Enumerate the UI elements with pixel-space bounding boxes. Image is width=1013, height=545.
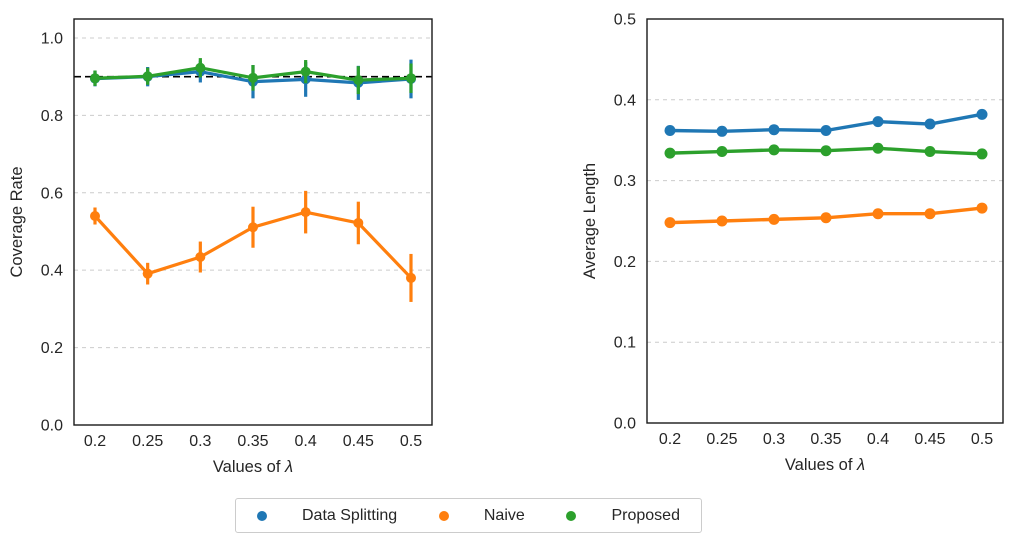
data-point-proposed: [716, 146, 728, 158]
chart-legend: Data Splitting Naive Proposed: [235, 498, 702, 533]
legend-label-proposed: Proposed: [611, 506, 680, 524]
x-tick-label: 0.25: [706, 431, 737, 448]
x-tick-label: 0.4: [867, 431, 889, 448]
data-point-naive: [300, 207, 311, 218]
data-point-proposed: [405, 73, 416, 84]
y-tick-label: 0.0: [41, 418, 63, 435]
charts-svg: 0.00.20.40.60.81.00.2 0.25 0.3 0.35 0.4 0.45 0…: [8, 12, 1004, 476]
data-point-proposed: [247, 72, 258, 83]
y-tick-label: 0.3: [614, 173, 636, 190]
legend-item-naive: Naive: [438, 506, 525, 524]
naive-marker-icon: [438, 510, 449, 521]
y-tick-label: 0.8: [41, 108, 63, 125]
x-tick-label: 0.3: [763, 431, 785, 448]
average-length-chart: 0.0 0.1 0.2 0.3 0.4 0.5 0.2 0.25 0.3 0.35 0.4 0.45 0…: [581, 12, 1004, 474]
data-point-data-splitting: [820, 125, 832, 137]
data-point-data-splitting: [716, 125, 728, 137]
y-tick-label: 0.4: [614, 92, 636, 109]
coverage-rate-chart: 0.0 0.2 0.4 0.6 0.8 1.0 0.2 0.25 0.3 0.35 0.4 0.45 0…: [8, 18, 433, 476]
data-point-naive: [247, 222, 258, 233]
x-tick-label: 0.35: [810, 431, 841, 448]
data-point-proposed: [664, 147, 676, 159]
x-tick-label: 0.5: [971, 431, 993, 448]
y-tick-label: 0.4: [41, 263, 63, 280]
data-splitting-marker-icon: [257, 510, 267, 521]
data-point-data-splitting: [768, 124, 780, 136]
y-tick-label: 0.6: [41, 185, 63, 202]
data-point-naive: [716, 215, 728, 227]
legend-label-data-splitting: Data Splitting: [302, 506, 398, 524]
data-point-naive: [405, 272, 416, 283]
y-axis-label: Coverage Rate: [8, 167, 26, 278]
x-tick-label: 0.25: [132, 433, 163, 450]
data-point-proposed: [142, 71, 153, 82]
y-tick-label: 0.0: [614, 416, 636, 433]
x-axis-label: Values of λ: [785, 456, 865, 474]
x-tick-label: 0.3: [189, 433, 211, 450]
data-point-naive: [768, 213, 780, 225]
data-point-proposed: [300, 66, 311, 77]
data-point-naive: [872, 208, 884, 220]
x-tick-label: 0.2: [659, 431, 681, 448]
x-tick-label: 0.35: [237, 433, 268, 450]
y-tick-label: 1.0: [41, 30, 63, 47]
data-point-data-splitting: [664, 125, 676, 137]
x-axis-label: Values of λ: [213, 458, 293, 476]
data-point-naive: [353, 217, 364, 228]
y-tick-label: 0.5: [614, 12, 636, 29]
legend-item-data-splitting: Data Splitting: [257, 506, 398, 524]
x-tick-label: 0.45: [914, 431, 945, 448]
data-point-naive: [142, 268, 153, 279]
plot-border: [646, 18, 1004, 424]
data-point-proposed: [820, 145, 832, 157]
data-point-naive: [976, 202, 988, 214]
plot-border: [73, 18, 433, 426]
y-tick-label: 0.2: [614, 254, 636, 271]
data-point-proposed: [976, 148, 988, 160]
y-tick-label: 0.1: [614, 335, 636, 352]
data-point-data-splitting: [872, 116, 884, 128]
y-tick-label: 0.2: [41, 340, 63, 357]
data-point-naive: [664, 217, 676, 229]
x-tick-label: 0.2: [84, 433, 106, 450]
data-point-proposed: [924, 146, 936, 158]
data-point-data-splitting: [924, 118, 936, 130]
data-point-naive: [924, 208, 936, 220]
data-point-proposed: [90, 73, 100, 84]
data-point-proposed: [353, 75, 364, 86]
proposed-marker-icon: [566, 510, 577, 521]
y-axis-label: Average Length: [581, 163, 599, 279]
x-tick-label: 0.5: [400, 433, 422, 450]
legend-label-naive: Naive: [483, 506, 525, 524]
data-point-proposed: [872, 142, 884, 154]
data-point-naive: [90, 211, 100, 222]
data-point-data-splitting: [976, 108, 988, 120]
x-tick-label: 0.45: [343, 433, 374, 450]
data-point-proposed: [195, 62, 206, 73]
x-tick-label: 0.4: [295, 433, 317, 450]
data-point-naive: [820, 212, 832, 224]
data-point-proposed: [768, 144, 780, 156]
legend-item-proposed: Proposed: [566, 506, 680, 524]
data-point-naive: [195, 252, 206, 263]
